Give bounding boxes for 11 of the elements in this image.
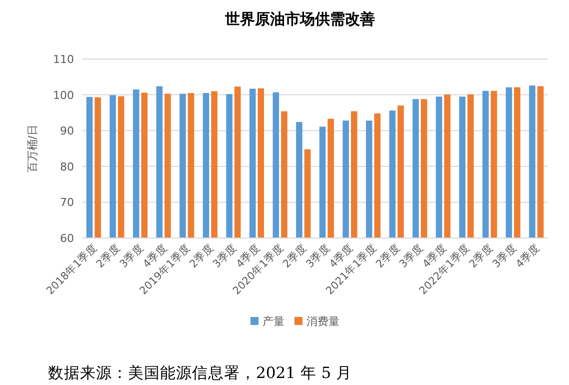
y-tick-label: 100	[53, 88, 74, 102]
chart-title: 世界原油市场供需改善	[224, 10, 375, 28]
y-tick-label: 80	[60, 160, 74, 174]
legend-label: 消费量	[306, 315, 340, 328]
legend-label: 产量	[262, 315, 284, 328]
y-axis-title: 百万桶/日	[26, 124, 39, 172]
y-tick-label: 90	[60, 124, 74, 138]
y-tick-label: 110	[53, 53, 74, 66]
source-note: 数据来源：美国能源信息署，2021 年 5 月	[48, 364, 352, 382]
y-tick-label: 60	[60, 232, 74, 245]
y-tick-label: 70	[60, 196, 74, 210]
